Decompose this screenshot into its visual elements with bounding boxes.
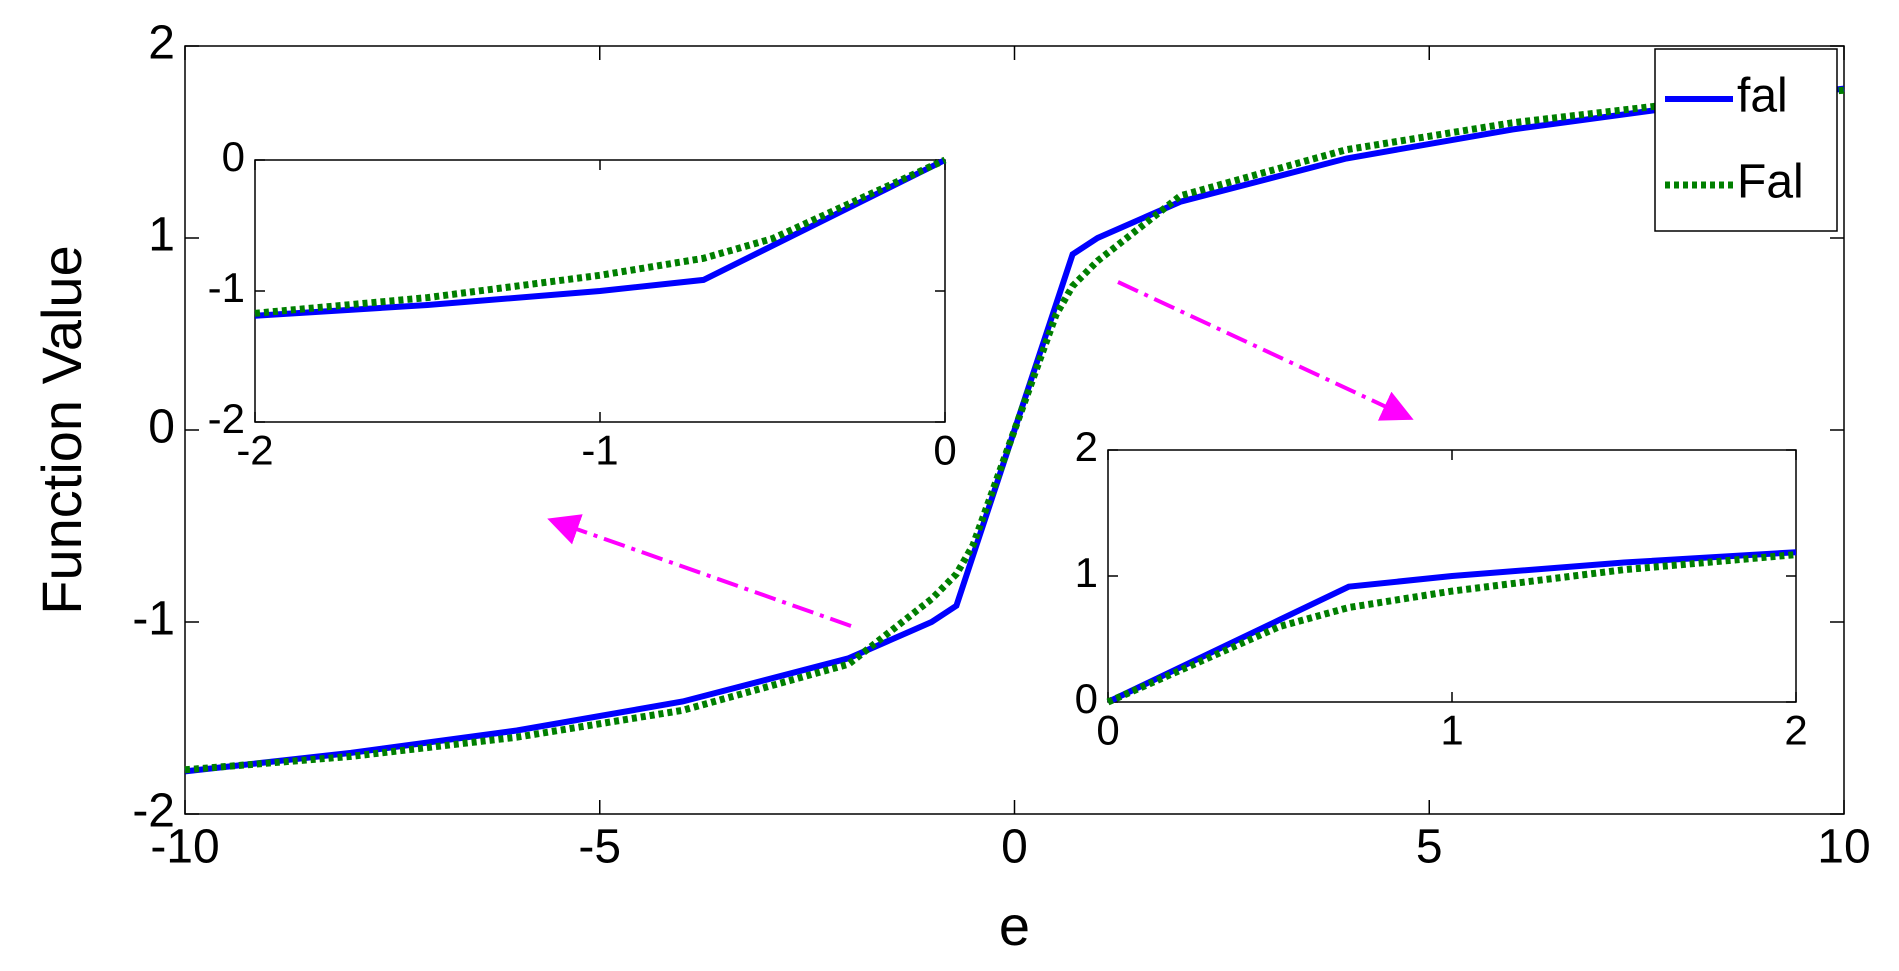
x-tick-label: 2 (1784, 707, 1807, 754)
series-line (1106, 551, 1797, 706)
arrow (547, 514, 852, 628)
arrow (1117, 280, 1414, 421)
series-line (254, 156, 947, 317)
y-tick-label: -2 (132, 785, 175, 838)
y-tick-label: 2 (1075, 423, 1098, 470)
legend-label: Fal (1737, 156, 1804, 209)
y-tick-label: -2 (208, 395, 245, 442)
inset-axes: -2 -1 0 -2 -1 0 (208, 133, 957, 474)
series-line (184, 86, 1845, 774)
x-tick-label: -2 (236, 427, 273, 474)
y-tick-label: 1 (1075, 549, 1098, 596)
x-axis-label: e (999, 894, 1030, 957)
y-tick-label: 2 (148, 17, 175, 70)
series-line (184, 85, 1845, 775)
x-tick-label: 0 (933, 427, 956, 474)
legend-box (1654, 48, 1838, 232)
y-tick-label: 0 (1075, 675, 1098, 722)
series-line (254, 157, 947, 319)
x-tick-label: 10 (1817, 821, 1870, 874)
x-tick-label: -5 (578, 821, 621, 874)
y-tick-label: -1 (208, 264, 245, 311)
x-tick-label: -10 (150, 821, 219, 874)
series-line (1106, 549, 1797, 705)
legend-label: fal (1737, 70, 1788, 123)
y-axis-label: Function Value (30, 245, 93, 614)
x-tick-label: -1 (581, 427, 618, 474)
y-tick-label: 0 (148, 401, 175, 454)
y-tick-label: 0 (222, 133, 245, 180)
y-tick-label: 1 (148, 209, 175, 262)
x-tick-label: 5 (1416, 821, 1443, 874)
x-tick-label: 1 (1440, 707, 1463, 754)
inset-axes: 0 1 2 0 1 2 (1075, 423, 1808, 754)
x-tick-label: 0 (1001, 821, 1028, 874)
y-tick-label: -1 (132, 593, 175, 646)
x-tick-label: 0 (1096, 707, 1119, 754)
